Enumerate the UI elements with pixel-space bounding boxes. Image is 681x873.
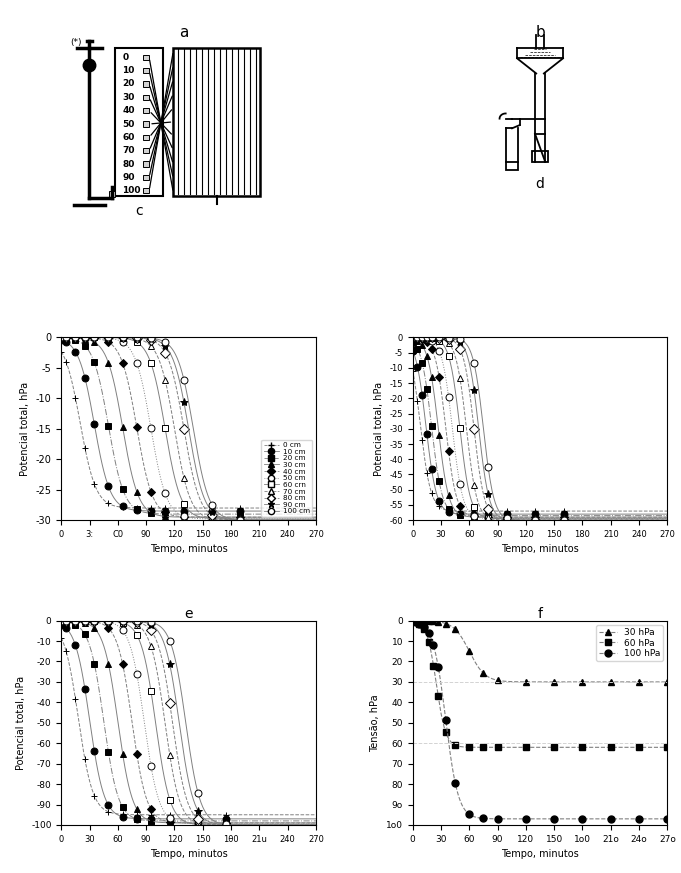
Text: c: c bbox=[135, 203, 143, 217]
Text: 40: 40 bbox=[123, 107, 135, 115]
Y-axis label: Potencial total, hPa: Potencial total, hPa bbox=[374, 382, 384, 476]
Text: a: a bbox=[179, 25, 188, 40]
Bar bbox=[143, 55, 149, 60]
Bar bbox=[143, 188, 149, 193]
Legend: 30 hPa, 60 hPa, 100 hPa: 30 hPa, 60 hPa, 100 hPa bbox=[596, 625, 663, 661]
X-axis label: Tempo, minutos: Tempo, minutos bbox=[501, 545, 579, 554]
Text: 30: 30 bbox=[123, 93, 135, 102]
Text: 20: 20 bbox=[123, 79, 135, 88]
Title: f: f bbox=[537, 607, 543, 621]
Text: 50: 50 bbox=[123, 120, 135, 128]
X-axis label: Tempo, minutos: Tempo, minutos bbox=[150, 545, 227, 554]
Y-axis label: Potencial total, hPa: Potencial total, hPa bbox=[16, 676, 25, 770]
Y-axis label: Tensão, hPa: Tensão, hPa bbox=[370, 694, 381, 752]
Text: 60: 60 bbox=[123, 133, 135, 141]
Text: 80: 80 bbox=[123, 160, 135, 168]
Text: 0: 0 bbox=[123, 53, 129, 62]
Bar bbox=[143, 175, 149, 180]
Text: 100: 100 bbox=[123, 186, 141, 196]
Title: e: e bbox=[185, 607, 193, 621]
Text: (*): (*) bbox=[70, 38, 82, 47]
Bar bbox=[143, 68, 149, 73]
X-axis label: Tempo, minutos: Tempo, minutos bbox=[501, 849, 579, 859]
Bar bbox=[143, 108, 149, 113]
Bar bbox=[533, 151, 548, 162]
Y-axis label: Potencial total, hPa: Potencial total, hPa bbox=[20, 382, 30, 476]
Bar bbox=[143, 121, 149, 127]
Bar bbox=[174, 48, 260, 196]
Bar bbox=[143, 148, 149, 154]
Legend: 0 cm, 10 cm, 20 cm, 30 cm, 40 cm, 50 cm, 60 crn, 70 cm, 80 cm, 90 cm, 100 cm: 0 cm, 10 cm, 20 cm, 30 cm, 40 cm, 50 cm,… bbox=[262, 440, 313, 517]
Bar bbox=[143, 134, 149, 140]
Bar bbox=[143, 81, 149, 86]
Text: b: b bbox=[535, 25, 545, 40]
Text: d: d bbox=[536, 176, 545, 190]
Bar bbox=[109, 191, 115, 196]
FancyBboxPatch shape bbox=[115, 48, 163, 196]
Bar bbox=[143, 162, 149, 167]
X-axis label: Tempo, minutos: Tempo, minutos bbox=[150, 849, 227, 859]
Bar bbox=[143, 95, 149, 100]
Text: 10: 10 bbox=[123, 66, 135, 75]
Text: 70: 70 bbox=[123, 146, 135, 155]
Text: 90: 90 bbox=[123, 173, 135, 182]
Bar bbox=[506, 162, 518, 170]
